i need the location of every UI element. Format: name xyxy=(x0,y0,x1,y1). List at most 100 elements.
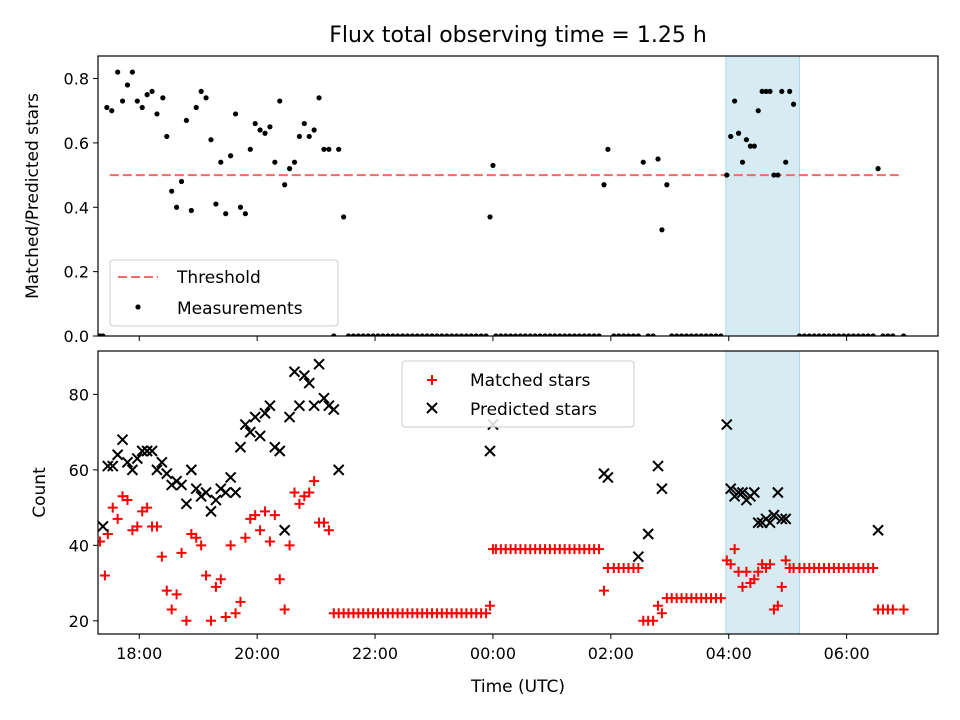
data-point xyxy=(729,544,740,555)
data-point xyxy=(264,536,275,547)
data-point xyxy=(332,464,345,476)
data-point xyxy=(232,111,239,117)
data-point xyxy=(655,156,661,162)
data-point xyxy=(247,146,253,152)
data-point xyxy=(787,88,793,95)
data-point xyxy=(321,146,327,152)
data-point xyxy=(414,333,420,336)
data-point xyxy=(311,127,317,133)
data-point xyxy=(870,333,876,336)
data-point xyxy=(898,604,909,615)
data-point xyxy=(173,204,180,210)
data-point xyxy=(124,82,131,88)
data-point xyxy=(136,445,148,457)
data-point xyxy=(772,600,783,611)
data-point xyxy=(395,333,401,336)
data-point xyxy=(659,227,665,233)
data-point xyxy=(132,521,143,532)
data-point xyxy=(557,333,563,336)
data-point xyxy=(121,456,134,469)
data-point xyxy=(291,159,298,165)
data-point xyxy=(776,581,787,592)
data-point xyxy=(205,615,216,626)
data-point xyxy=(323,525,334,536)
data-point xyxy=(360,333,366,336)
data-point xyxy=(203,95,209,101)
data-point xyxy=(196,540,207,551)
data-point xyxy=(272,159,278,165)
data-point xyxy=(274,445,286,457)
data-point xyxy=(181,615,192,626)
data-point xyxy=(775,172,781,178)
data-point xyxy=(169,188,175,194)
data-point xyxy=(244,426,256,438)
x-tick-label: 18:00 xyxy=(116,644,162,663)
data-point xyxy=(190,483,202,495)
data-point xyxy=(178,178,185,185)
data-point xyxy=(404,333,411,336)
data-point xyxy=(385,333,391,336)
data-point xyxy=(779,88,785,95)
data-point xyxy=(218,159,224,165)
data-point xyxy=(99,570,110,581)
data-point xyxy=(429,333,435,336)
data-point xyxy=(350,333,357,336)
data-point xyxy=(747,143,753,149)
data-point xyxy=(493,333,499,336)
data-point xyxy=(463,333,470,336)
legend-predicted-label: Predicted stars xyxy=(470,400,597,420)
data-point xyxy=(224,471,237,484)
data-point xyxy=(683,333,690,336)
data-point xyxy=(678,333,685,336)
data-point xyxy=(485,600,495,611)
data-point xyxy=(201,570,212,581)
data-point xyxy=(370,333,376,336)
data-point xyxy=(831,333,837,336)
data-point xyxy=(303,377,315,389)
data-point xyxy=(591,333,597,336)
data-point xyxy=(845,333,852,336)
data-point xyxy=(399,333,406,336)
legend-box xyxy=(401,360,635,428)
data-point xyxy=(724,483,737,495)
data-point xyxy=(642,528,654,540)
data-point xyxy=(298,369,311,382)
data-point xyxy=(240,532,251,543)
axes-frame xyxy=(97,350,939,635)
data-point xyxy=(213,201,219,207)
data-point xyxy=(176,547,187,558)
data-point xyxy=(633,562,644,573)
data-point xyxy=(887,604,898,615)
data-point xyxy=(220,612,231,623)
data-point xyxy=(444,333,450,336)
data-point xyxy=(517,333,524,336)
data-point xyxy=(755,108,761,114)
data-point xyxy=(656,608,667,619)
data-point xyxy=(605,146,611,152)
data-point xyxy=(652,460,664,472)
data-point xyxy=(164,133,170,140)
x-axis-label: Time (UTC) xyxy=(470,677,565,697)
data-point xyxy=(764,516,776,529)
axes-frame xyxy=(97,55,939,337)
data-point xyxy=(151,521,162,532)
data-point xyxy=(498,333,504,336)
data-point xyxy=(632,550,645,563)
data-point xyxy=(581,333,587,336)
data-point xyxy=(698,333,704,336)
x-tick-label: 20:00 xyxy=(234,644,280,663)
legend-predicted-swatch xyxy=(426,402,438,414)
data-point xyxy=(318,517,329,528)
data-point xyxy=(116,433,129,446)
data-point xyxy=(304,487,315,498)
top-panel: 0.0 0.2 0.4 0.6 0.8 Matched/Predicted stars Th… xyxy=(23,55,939,346)
data-point xyxy=(767,88,773,95)
data-point xyxy=(139,104,145,111)
data-point xyxy=(625,333,632,336)
data-point xyxy=(571,333,578,336)
data-point xyxy=(816,333,822,336)
data-point xyxy=(365,333,371,336)
data-point xyxy=(708,333,714,336)
y-tick-label: 20 xyxy=(69,612,89,631)
data-point xyxy=(674,333,680,336)
